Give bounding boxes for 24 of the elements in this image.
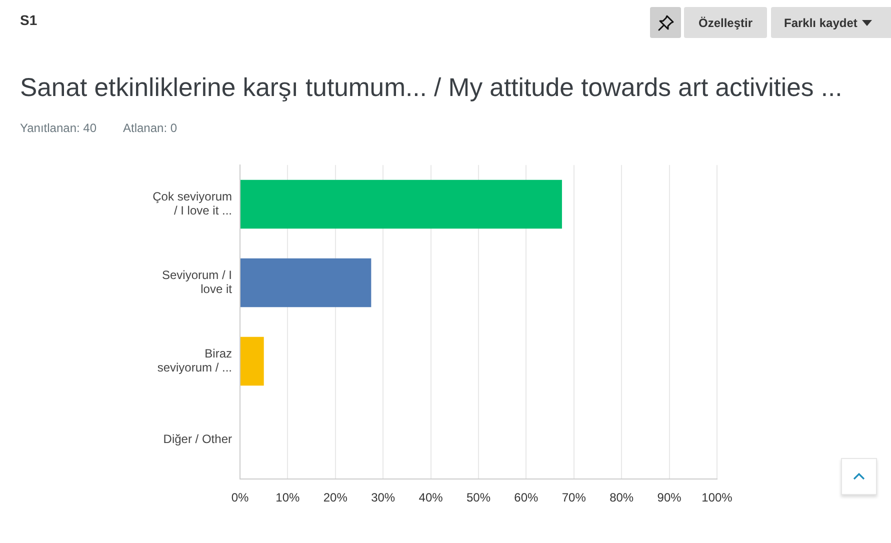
customize-button: Özelleştir bbox=[684, 7, 767, 38]
text: Yanıtlanan: 40 bbox=[20, 121, 97, 136]
x-tick-label: 50% bbox=[466, 490, 491, 505]
x-tick-label: 70% bbox=[562, 490, 586, 505]
x-tick-label: 100% bbox=[702, 490, 733, 505]
bar bbox=[240, 336, 264, 386]
text: Atlanan: 0 bbox=[123, 121, 178, 136]
x-tick-label: 20% bbox=[323, 490, 348, 505]
x-tick-label: 10% bbox=[276, 490, 300, 505]
text: S1 bbox=[20, 11, 38, 29]
x-tick-label: 40% bbox=[418, 490, 444, 505]
x-tick-label: 30% bbox=[371, 490, 396, 505]
x-tick-label: 90% bbox=[657, 490, 682, 505]
y-tick-label: Biraz seviyorum / ... bbox=[157, 346, 232, 375]
y-tick-label: Seviyorum / I love it bbox=[162, 268, 233, 296]
chart-title: Sanat etkinliklerine karşı tutumum... / My attitude towards art activities ... bbox=[20, 73, 842, 103]
bar bbox=[240, 180, 562, 229]
y-tick-label: Çok seviyorum / I love it ... bbox=[152, 190, 232, 218]
x-tick-label: 60% bbox=[514, 490, 539, 505]
x-tick-label: 0% bbox=[231, 490, 249, 505]
x-tick-label: 80% bbox=[610, 490, 634, 505]
save-as-button: Farklı kaydet bbox=[771, 7, 891, 38]
bar bbox=[240, 258, 372, 308]
y-tick-label: Diğer / Other bbox=[163, 432, 232, 446]
